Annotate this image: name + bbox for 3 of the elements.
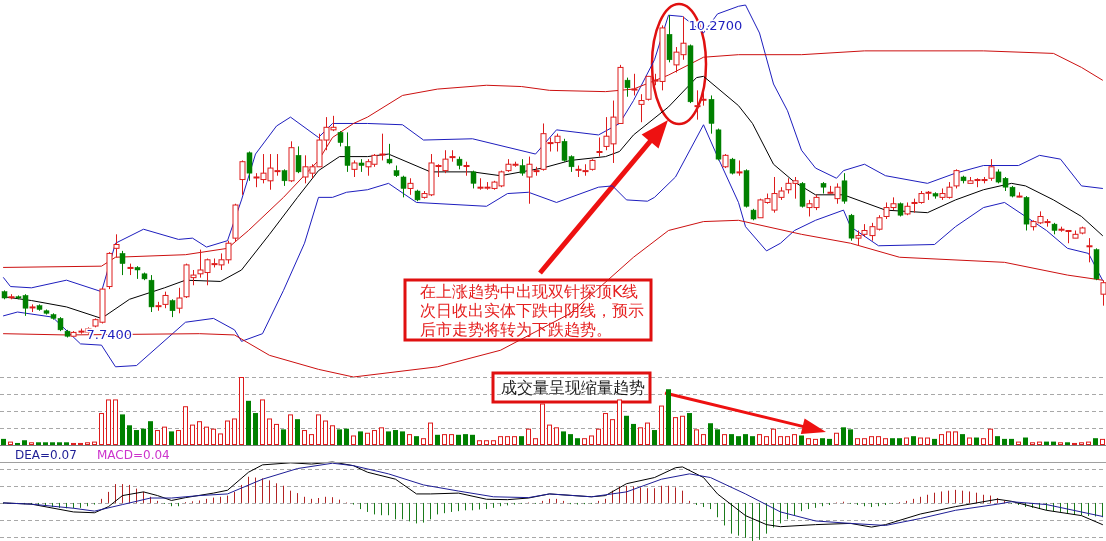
text: DEA=0.07 <box>15 448 77 462</box>
annotation: 成交量呈现缩量趋势 <box>501 378 645 397</box>
text: MACD=0.04 <box>97 448 170 462</box>
